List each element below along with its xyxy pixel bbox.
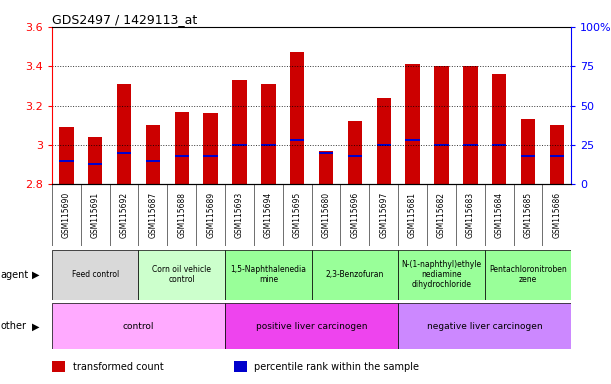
Text: GSM115691: GSM115691 (90, 192, 100, 238)
Bar (485, 250, 571, 300)
Bar (261, 144, 276, 146)
Bar (234, 361, 247, 372)
Text: GDS2497 / 1429113_at: GDS2497 / 1429113_at (52, 13, 197, 26)
Text: GSM115690: GSM115690 (62, 192, 71, 238)
Bar (312, 250, 398, 300)
Bar (376, 98, 391, 184)
Text: GSM115697: GSM115697 (379, 192, 388, 238)
Bar (88, 137, 103, 184)
Text: GSM115688: GSM115688 (177, 192, 186, 238)
Bar (521, 119, 535, 184)
Text: Pentachloronitroben
zene: Pentachloronitroben zene (489, 265, 567, 284)
Text: ▶: ▶ (32, 270, 39, 280)
Text: GSM115689: GSM115689 (206, 192, 215, 238)
Bar (398, 250, 485, 300)
Text: GSM115693: GSM115693 (235, 192, 244, 238)
Text: GSM115687: GSM115687 (148, 192, 158, 238)
Bar (145, 159, 160, 162)
Bar (52, 361, 65, 372)
Bar (117, 152, 131, 154)
Bar (434, 66, 448, 184)
Bar (232, 80, 247, 184)
Text: ▶: ▶ (32, 321, 39, 331)
Bar (550, 125, 564, 184)
Text: control: control (123, 322, 154, 331)
Bar (434, 144, 448, 146)
Bar (139, 250, 225, 300)
Bar (175, 155, 189, 157)
Bar (492, 74, 507, 184)
Text: percentile rank within the sample: percentile rank within the sample (255, 362, 420, 372)
Text: GSM115683: GSM115683 (466, 192, 475, 238)
Text: GSM115681: GSM115681 (408, 192, 417, 238)
Bar (348, 121, 362, 184)
Bar (175, 111, 189, 184)
Text: 2,3-Benzofuran: 2,3-Benzofuran (326, 270, 384, 279)
Text: GSM115682: GSM115682 (437, 192, 446, 238)
Text: GSM115686: GSM115686 (552, 192, 562, 238)
Bar (203, 155, 218, 157)
Bar (376, 144, 391, 146)
Bar (319, 152, 333, 154)
Text: GSM115694: GSM115694 (264, 192, 273, 238)
Text: positive liver carcinogen: positive liver carcinogen (256, 322, 367, 331)
Text: other: other (1, 321, 27, 331)
Bar (290, 139, 304, 141)
Text: GSM115680: GSM115680 (321, 192, 331, 238)
Bar (550, 155, 564, 157)
Bar (398, 303, 571, 349)
Text: GSM115696: GSM115696 (350, 192, 359, 238)
Bar (59, 127, 73, 184)
Bar (203, 114, 218, 184)
Bar (290, 53, 304, 184)
Bar (145, 125, 160, 184)
Text: 1,5-Naphthalenedia
mine: 1,5-Naphthalenedia mine (230, 265, 306, 284)
Text: agent: agent (1, 270, 29, 280)
Bar (463, 66, 478, 184)
Bar (52, 250, 139, 300)
Bar (88, 163, 103, 165)
Bar (261, 84, 276, 184)
Bar (492, 144, 507, 146)
Bar (52, 303, 225, 349)
Text: GSM115695: GSM115695 (293, 192, 302, 238)
Text: GSM115692: GSM115692 (120, 192, 128, 238)
Bar (521, 155, 535, 157)
Text: N-(1-naphthyl)ethyle
nediamine
dihydrochloride: N-(1-naphthyl)ethyle nediamine dihydroch… (401, 260, 481, 290)
Bar (225, 303, 398, 349)
Bar (319, 151, 333, 184)
Bar (225, 250, 312, 300)
Text: GSM115685: GSM115685 (524, 192, 533, 238)
Text: transformed count: transformed count (73, 362, 164, 372)
Bar (232, 144, 247, 146)
Bar (463, 144, 478, 146)
Text: GSM115684: GSM115684 (495, 192, 503, 238)
Text: Corn oil vehicle
control: Corn oil vehicle control (152, 265, 211, 284)
Bar (117, 84, 131, 184)
Bar (405, 139, 420, 141)
Bar (405, 64, 420, 184)
Bar (348, 155, 362, 157)
Text: negative liver carcinogen: negative liver carcinogen (427, 322, 543, 331)
Bar (59, 159, 73, 162)
Text: Feed control: Feed control (71, 270, 119, 279)
